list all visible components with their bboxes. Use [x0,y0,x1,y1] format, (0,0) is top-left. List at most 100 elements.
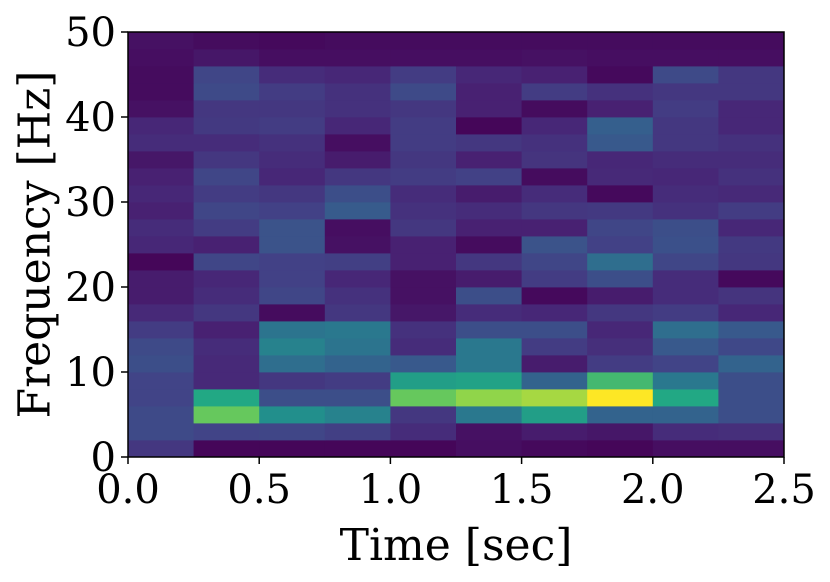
heatmap-cell [128,270,194,288]
heatmap-cell [390,321,457,339]
heatmap-cell [259,117,326,135]
heatmap-cell [324,66,391,84]
heatmap-cell [456,355,522,373]
heatmap-cell [259,304,326,322]
heatmap-cell [521,406,588,424]
heatmap-cell [324,423,391,441]
heatmap-cell [652,185,719,203]
heatmap-cell [128,66,194,84]
heatmap-cell [259,66,326,84]
heatmap-cell [259,49,326,67]
heatmap-cell [652,151,719,169]
heatmap-cell [193,168,260,186]
heatmap-cell [324,151,391,169]
heatmap-cell [587,270,654,288]
heatmap-cell [324,321,391,339]
heatmap-cell [521,66,588,84]
heatmap-cell [652,389,719,407]
heatmap-cell [521,321,588,339]
heatmap-cell [718,168,785,186]
heatmap-cell [521,338,588,356]
x-tick-label: 2.5 [752,467,816,513]
heatmap-cell [128,134,194,152]
heatmap-cell [718,32,785,50]
heatmap-cell [718,219,785,237]
heatmap-cell [521,134,588,152]
heatmap-cell [587,185,654,203]
heatmap-cell [324,32,391,50]
heatmap-cell [456,253,522,271]
heatmap-cell [324,338,391,356]
heatmap-cell [193,83,260,101]
heatmap-cell [193,321,260,339]
heatmap-cell [652,338,719,356]
heatmap-cell [390,219,457,237]
heatmap-cell [390,83,457,101]
heatmap-cell [652,117,719,135]
heatmap-cell [128,440,194,458]
heatmap-cell [521,253,588,271]
heatmap-cell [193,304,260,322]
heatmap-cell [193,32,260,50]
heatmap-cell [193,219,260,237]
heatmap-cell [718,338,785,356]
heatmap-cell [456,100,522,118]
heatmap-cell [718,151,785,169]
heatmap-cell [259,406,326,424]
heatmap-cell [521,83,588,101]
heatmap-cell [587,338,654,356]
heatmap-cell [193,100,260,118]
heatmap-cell [193,185,260,203]
heatmap-cell [259,338,326,356]
heatmap-cell [456,219,522,237]
heatmap-cell [718,100,785,118]
heatmap-cell [390,32,457,50]
heatmap-cell [324,406,391,424]
heatmap-cell [587,151,654,169]
heatmap-cell [390,168,457,186]
heatmap-cell [652,202,719,220]
y-axis-label: Frequency [Hz] [10,71,61,419]
heatmap-cell [259,423,326,441]
heatmap-cell [456,134,522,152]
heatmap-cell [456,117,522,135]
heatmap-cell [718,66,785,84]
heatmap-cell [652,321,719,339]
heatmap-cell [456,372,522,390]
heatmap-cell [652,168,719,186]
heatmap-cell [587,168,654,186]
heatmap-cell [652,32,719,50]
heatmap-cell [456,83,522,101]
heatmap-cell [324,185,391,203]
heatmap-cell [259,287,326,305]
heatmap-cell [521,219,588,237]
heatmap-cell [456,304,522,322]
heatmap-cell [193,287,260,305]
heatmap-cell [521,287,588,305]
y-axis: 0 10 20 30 40 50 [65,10,128,481]
heatmap-cell [259,440,326,458]
heatmap-cell [128,168,194,186]
heatmap-cell [587,49,654,67]
heatmap-cell [718,49,785,67]
heatmap-cell [193,134,260,152]
heatmap-cell [456,49,522,67]
heatmap-cell [390,389,457,407]
heatmap-cell [521,236,588,254]
heatmap-cell [587,321,654,339]
heatmap-cell [390,236,457,254]
heatmap-cell [587,406,654,424]
heatmap-cell [193,338,260,356]
heatmap-cell [718,202,785,220]
heatmap-cell [324,219,391,237]
heatmap-cell [521,202,588,220]
heatmap-cell [259,134,326,152]
heatmap-cell [193,66,260,84]
heatmap-cell [718,304,785,322]
heatmap-cell [390,100,457,118]
heatmap-cell [128,236,194,254]
heatmap-cell [587,117,654,135]
heatmap-cell [652,66,719,84]
heatmap-cell [259,202,326,220]
